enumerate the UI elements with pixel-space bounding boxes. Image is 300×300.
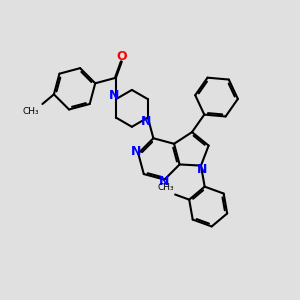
Text: N: N xyxy=(197,163,208,176)
Text: O: O xyxy=(116,50,127,63)
Text: N: N xyxy=(159,175,170,188)
Text: N: N xyxy=(131,146,141,158)
Text: N: N xyxy=(109,89,120,102)
Text: CH₃: CH₃ xyxy=(157,182,174,191)
Text: N: N xyxy=(141,115,152,128)
Text: CH₃: CH₃ xyxy=(23,107,40,116)
